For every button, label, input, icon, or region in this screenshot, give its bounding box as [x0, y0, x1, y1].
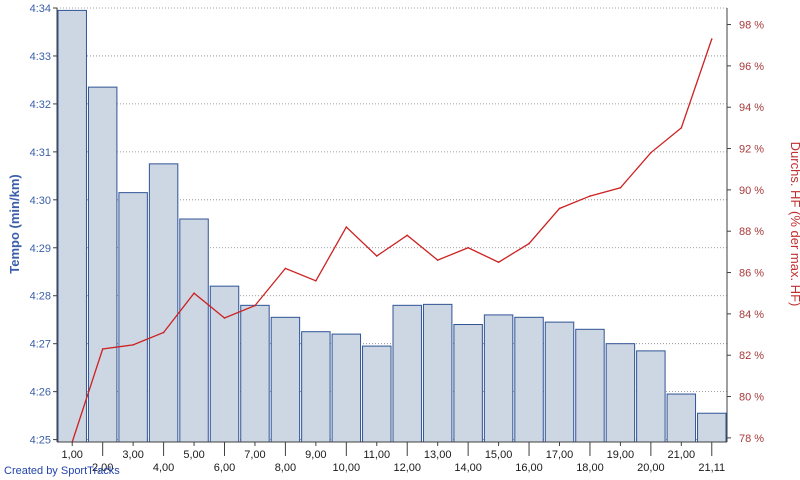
bar-21,11 [697, 412, 727, 443]
left-tick-label-2: 4:27 [30, 339, 51, 351]
bar-15,00 [483, 314, 514, 443]
left-tick-label-8: 4:33 [30, 51, 51, 63]
bar-4,00 [148, 163, 179, 443]
hr-point-6,00 [223, 317, 226, 319]
bar-19,00 [605, 343, 636, 443]
bar-8,00 [270, 316, 301, 443]
bar-12,00 [392, 304, 422, 443]
x-tick-label-2: 3,00 [122, 449, 143, 461]
x-tick-label-0: 1,00 [62, 449, 83, 461]
hr-point-21,11 [710, 38, 713, 40]
bar-18,00 [575, 328, 605, 443]
hr-point-21,00 [680, 127, 683, 129]
right-tick-label-7: 92 % [739, 144, 764, 156]
hr-point-10,00 [345, 226, 348, 228]
hr-point-18,00 [589, 195, 591, 197]
bar-2,00 [87, 86, 118, 443]
x-tick-label-3: 4,00 [153, 462, 174, 474]
hr-point-9,00 [315, 280, 317, 282]
hr-point-14,00 [467, 246, 469, 249]
left-tick-label-6: 4:31 [30, 147, 51, 159]
x-tick-label-5: 6,00 [214, 462, 235, 474]
right-tick-label-1: 80 % [739, 392, 764, 404]
left-tick-label-4: 4:29 [30, 243, 51, 255]
hr-point-19,00 [619, 187, 622, 189]
x-tick-label-16: 17,00 [546, 449, 574, 461]
left-axis-title: Tempo (min/km) [7, 174, 22, 273]
credit-text: Created by SportTracks [4, 465, 120, 477]
hr-point-5,00 [193, 292, 195, 295]
right-tick-label-4: 86 % [739, 268, 764, 280]
right-axis-title: Durchs. HF (% der max. HF) [788, 142, 800, 307]
right-tick-label-8: 94 % [739, 102, 764, 114]
hr-line [71, 38, 713, 443]
x-tick-label-8: 9,00 [305, 449, 326, 461]
left-tick-label-5: 4:30 [30, 195, 51, 207]
x-tick-label-10: 11,00 [363, 449, 390, 461]
bar-14,00 [453, 324, 483, 443]
axis-layer [56, 8, 728, 443]
x-tick-label-19: 20,00 [637, 462, 665, 474]
bar-21,00 [666, 393, 697, 443]
hr-point-7,00 [254, 304, 256, 307]
bar-layer [57, 9, 727, 443]
left-tick-label-9: 4:34 [30, 3, 51, 15]
x-tick-label-15: 16,00 [515, 462, 543, 474]
x-tick-label-6: 7,00 [244, 449, 265, 461]
hr-point-2,00 [101, 348, 104, 350]
hr-point-12,00 [406, 234, 409, 237]
bar-7,00 [240, 304, 270, 443]
bar-16,00 [514, 316, 544, 443]
left-tick-label-1: 4:26 [30, 387, 51, 399]
x-tick-label-12: 13,00 [424, 449, 452, 461]
bar-13,00 [422, 303, 453, 443]
bar-1,00 [57, 9, 87, 443]
x-tick-label-9: 10,00 [333, 462, 361, 474]
bar-3,00 [118, 192, 148, 443]
left-tick-label-0: 4:25 [30, 435, 51, 447]
bar-20,00 [636, 350, 666, 443]
bar-9,00 [301, 331, 331, 443]
left-tick-label-7: 4:32 [30, 99, 51, 111]
x-tick-label-4: 5,00 [183, 449, 204, 461]
x-tick-label-1: 2,00 [92, 462, 113, 474]
x-tick-label-18: 19,00 [607, 449, 635, 461]
hr-point-20,00 [650, 151, 652, 154]
x-tick-label-20: 21,00 [668, 449, 696, 461]
right-tick-label-3: 84 % [739, 309, 764, 321]
x-tick-label-11: 12,00 [393, 462, 421, 474]
bar-5,00 [179, 218, 209, 443]
x-tick-label-17: 18,00 [576, 462, 604, 474]
x-tick-label-13: 14,00 [454, 462, 482, 474]
hr-point-3,00 [132, 344, 134, 346]
left-tick-label-3: 4:28 [30, 291, 51, 303]
bar-11,00 [362, 345, 392, 443]
hr-point-17,00 [558, 207, 561, 210]
hr-point-13,00 [436, 259, 439, 261]
right-tick-label-10: 98 % [739, 20, 764, 32]
bar-10,00 [331, 333, 362, 443]
x-tick-label-21: 21,11 [698, 462, 725, 474]
bar-6,00 [209, 285, 240, 443]
hr-point-8,00 [284, 267, 287, 270]
hr-point-15,00 [497, 261, 500, 264]
hr-point-11,00 [375, 255, 378, 257]
x-tick-label-14: 15,00 [485, 449, 513, 461]
right-tick-label-5: 88 % [739, 226, 764, 238]
right-tick-label-6: 90 % [739, 185, 764, 197]
hr-point-16,00 [528, 242, 530, 245]
right-tick-label-9: 96 % [739, 61, 764, 73]
x-tick-label-7: 8,00 [275, 462, 296, 474]
right-tick-label-2: 82 % [739, 350, 764, 362]
bar-17,00 [544, 321, 575, 443]
tick-layer: 4:25 4:26 4:27 4:28 4:29 4:30 4:31 4:32 4:33 4:34… [30, 3, 765, 474]
hr-point-4,00 [162, 331, 165, 334]
right-tick-label-0: 78 % [739, 433, 764, 445]
